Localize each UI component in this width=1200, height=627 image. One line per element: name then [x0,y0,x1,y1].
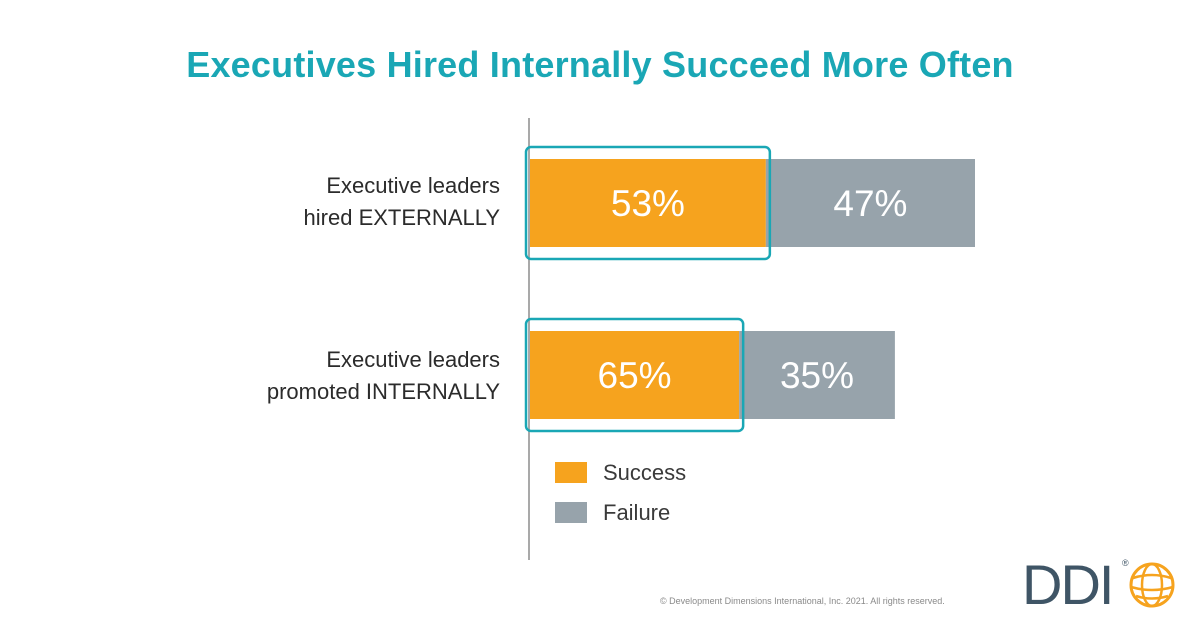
category-label-internal: Executive leaders promoted INTERNALLY [170,344,500,408]
chart-title: Executives Hired Internally Succeed More… [186,44,1014,85]
bar-failure [739,331,895,419]
data-label-failure: 47% [833,183,907,224]
data-label-failure: 35% [780,355,854,396]
data-label-success: 53% [611,183,685,224]
globe-icon [1129,562,1175,608]
copyright-notice: © Development Dimensions International, … [660,596,945,606]
bar-success [530,331,740,419]
ddi-logo: DDI ® [1022,556,1182,614]
highlight-outline [524,317,745,433]
legend-label-failure: Failure [603,500,671,525]
bar-success [530,159,766,247]
legend-label-success: Success [603,460,687,485]
logo-text: DDI [1022,553,1114,616]
logo-registered-mark: ® [1122,558,1129,568]
category-label-line: Executive leaders [326,347,500,372]
data-label-success: 65% [598,355,672,396]
category-label-external: Executive leaders hired EXTERNALLY [170,170,500,234]
category-label-line: hired EXTERNALLY [303,205,500,230]
highlight-outline [524,145,772,261]
category-label-line: Executive leaders [326,173,500,198]
category-label-line: promoted INTERNALLY [266,379,500,404]
legend-swatch-success [555,462,587,483]
legend-swatch-failure [555,502,587,523]
bar-failure [765,159,975,247]
